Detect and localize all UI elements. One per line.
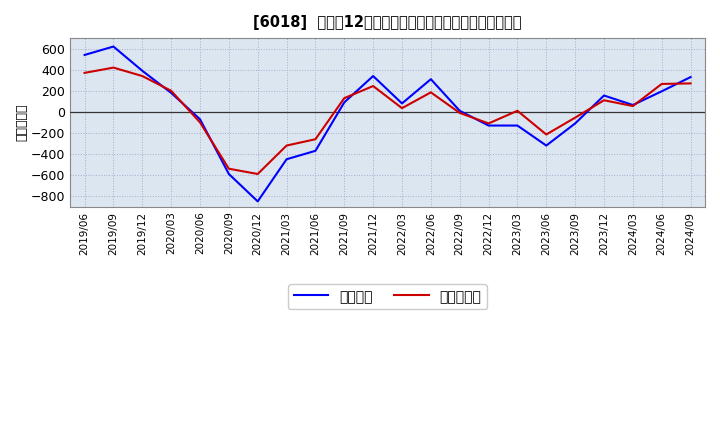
当期純利益 xyxy=(397,106,406,111)
Y-axis label: （百万円）: （百万円） xyxy=(15,104,28,141)
経常利益 xyxy=(657,89,666,94)
Line: 当期純利益: 当期純利益 xyxy=(84,68,690,174)
経常利益 xyxy=(542,143,551,148)
経常利益 xyxy=(455,108,464,114)
当期純利益 xyxy=(109,65,118,70)
経常利益 xyxy=(138,68,147,73)
当期純利益 xyxy=(138,73,147,79)
当期純利益 xyxy=(311,136,320,142)
当期純利益 xyxy=(225,166,233,171)
経常利益 xyxy=(369,73,377,79)
当期純利益 xyxy=(485,121,493,126)
経常利益 xyxy=(485,123,493,128)
経常利益 xyxy=(80,52,89,58)
経常利益 xyxy=(282,157,291,162)
経常利益 xyxy=(109,44,118,49)
経常利益 xyxy=(426,77,435,82)
当期純利益 xyxy=(657,81,666,87)
経常利益 xyxy=(397,101,406,106)
Title: [6018]  利益の12か月移動合計の対前年同期増減額の推移: [6018] 利益の12か月移動合計の対前年同期増減額の推移 xyxy=(253,15,522,30)
経常利益 xyxy=(513,123,522,128)
当期純利益 xyxy=(455,110,464,116)
経常利益 xyxy=(311,148,320,154)
経常利益 xyxy=(167,90,176,95)
経常利益 xyxy=(196,117,204,122)
Line: 経常利益: 経常利益 xyxy=(84,47,690,202)
当期純利益 xyxy=(196,120,204,125)
当期純利益 xyxy=(600,98,608,103)
当期純利益 xyxy=(542,132,551,137)
経常利益 xyxy=(340,100,348,105)
Legend: 経常利益, 当期純利益: 経常利益, 当期純利益 xyxy=(288,284,487,309)
経常利益 xyxy=(686,74,695,80)
当期純利益 xyxy=(629,103,637,109)
経常利益 xyxy=(629,103,637,108)
経常利益 xyxy=(225,171,233,176)
当期純利益 xyxy=(167,88,176,93)
経常利益 xyxy=(253,199,262,204)
経常利益 xyxy=(571,121,580,126)
当期純利益 xyxy=(340,95,348,101)
経常利益 xyxy=(600,93,608,98)
当期純利益 xyxy=(80,70,89,76)
当期純利益 xyxy=(513,108,522,114)
当期純利益 xyxy=(571,115,580,120)
当期純利益 xyxy=(253,171,262,176)
当期純利益 xyxy=(686,81,695,86)
当期純利益 xyxy=(282,143,291,148)
当期純利益 xyxy=(369,84,377,89)
当期純利益 xyxy=(426,90,435,95)
